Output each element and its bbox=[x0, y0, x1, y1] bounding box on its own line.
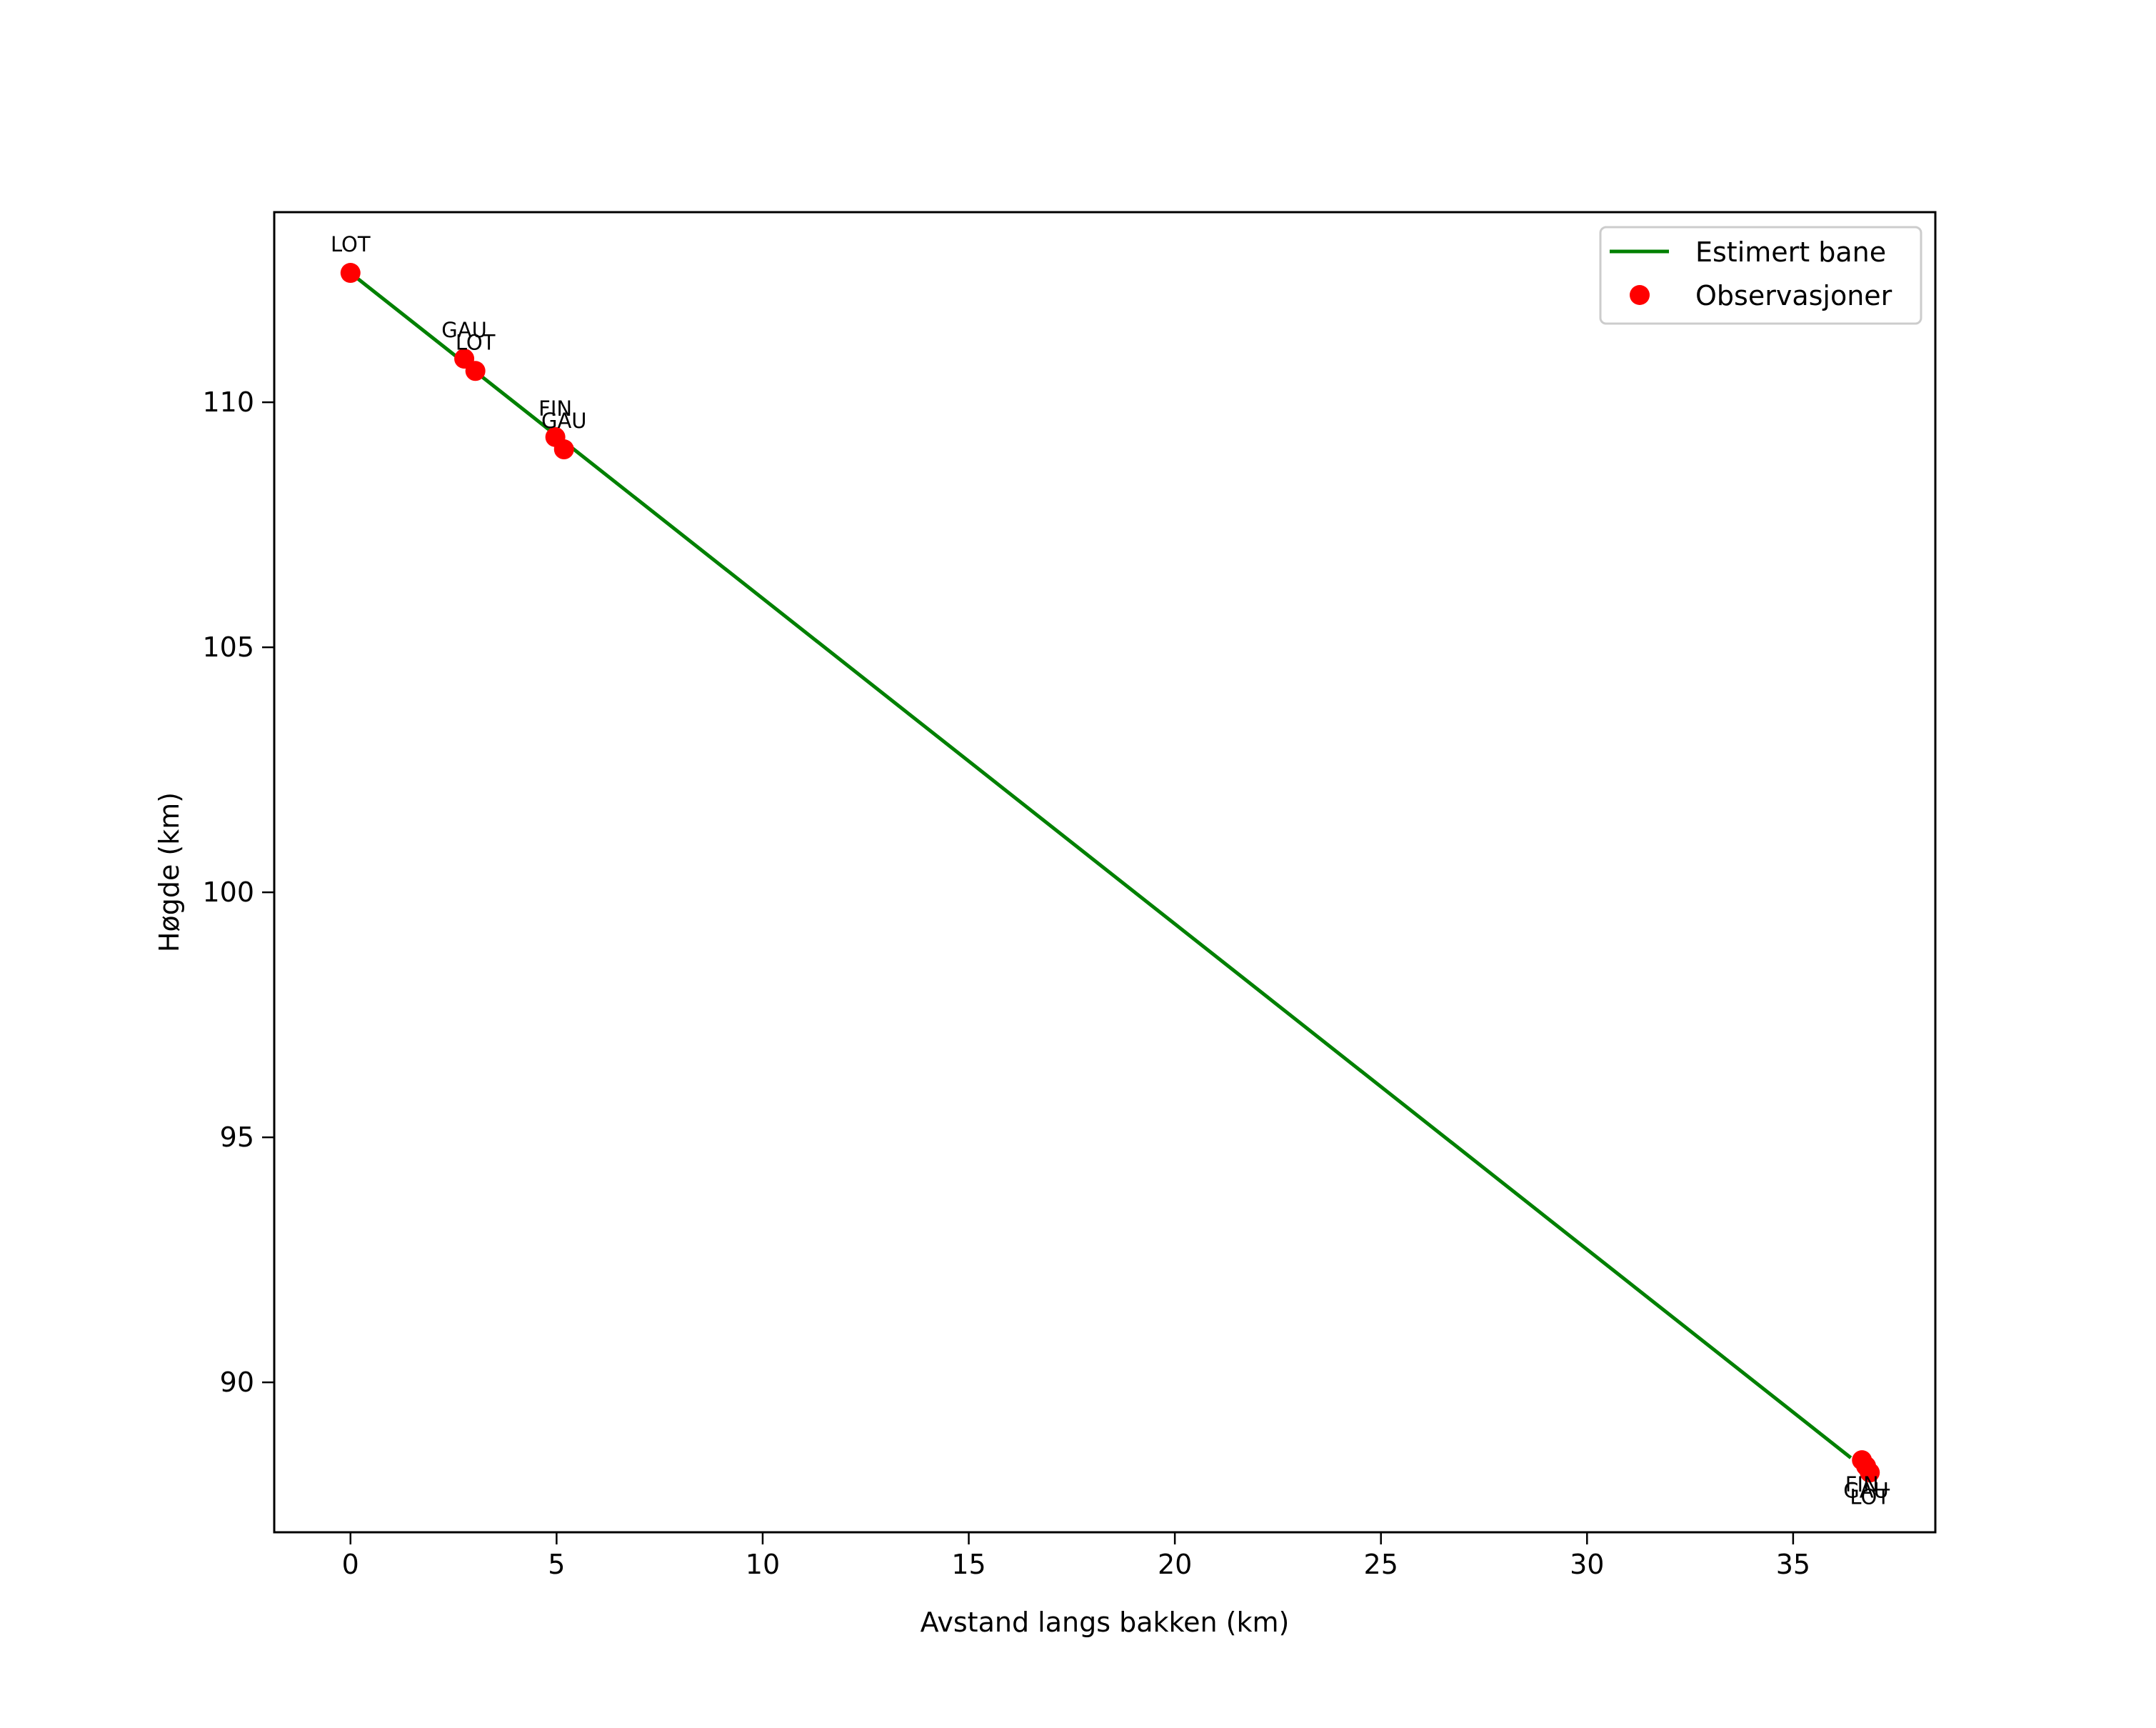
observation-point bbox=[1860, 1462, 1880, 1483]
observation-label: FIN bbox=[1845, 1472, 1879, 1497]
x-tick-label: 5 bbox=[548, 1549, 565, 1580]
observation-point bbox=[465, 361, 486, 381]
x-tick-label: 30 bbox=[1570, 1549, 1604, 1580]
y-tick-label: 95 bbox=[220, 1122, 254, 1153]
axes-frame bbox=[273, 211, 1937, 1534]
series-layer bbox=[340, 263, 1880, 1483]
observation-label: FIN bbox=[538, 396, 572, 421]
x-tick-label: 20 bbox=[1158, 1549, 1192, 1580]
y-axis-label: Høgde (km) bbox=[154, 792, 185, 952]
x-tick-label: 35 bbox=[1776, 1549, 1810, 1580]
x-axis-ticks: 0 5 10 15 20 25 30 35 bbox=[342, 1532, 1810, 1580]
observation-label: LOT bbox=[456, 330, 496, 354]
y-tick-label: 100 bbox=[202, 877, 254, 908]
observation-label: GAU bbox=[541, 409, 587, 433]
observation-label: GAU bbox=[441, 318, 487, 342]
x-tick-label: 25 bbox=[1364, 1549, 1398, 1580]
legend-dot-icon bbox=[1630, 285, 1650, 305]
x-axis-label: Avstand langs bakken (km) bbox=[921, 1607, 1290, 1638]
x-tick-label: 0 bbox=[342, 1549, 359, 1580]
x-tick-label: 15 bbox=[951, 1549, 986, 1580]
observation-label: GAU bbox=[1843, 1478, 1889, 1502]
trajectory-line bbox=[349, 271, 1852, 1459]
observation-point bbox=[340, 263, 361, 284]
observation-point bbox=[553, 439, 574, 460]
legend: Estimert bane Observasjoner bbox=[1599, 226, 1922, 325]
y-tick-label: 110 bbox=[202, 386, 254, 418]
legend-box bbox=[1599, 226, 1922, 325]
y-axis-ticks: 90 95 100 105 110 bbox=[202, 386, 274, 1398]
y-tick-label: 105 bbox=[202, 631, 254, 663]
legend-label-estimert-bane: Estimert bane bbox=[1695, 236, 1886, 268]
legend-label-observasjoner: Observasjoner bbox=[1695, 280, 1892, 311]
observation-label: LOT bbox=[331, 232, 371, 256]
observation-label: LOT bbox=[1850, 1484, 1890, 1509]
y-tick-label: 90 bbox=[220, 1367, 254, 1398]
x-tick-label: 10 bbox=[746, 1549, 780, 1580]
